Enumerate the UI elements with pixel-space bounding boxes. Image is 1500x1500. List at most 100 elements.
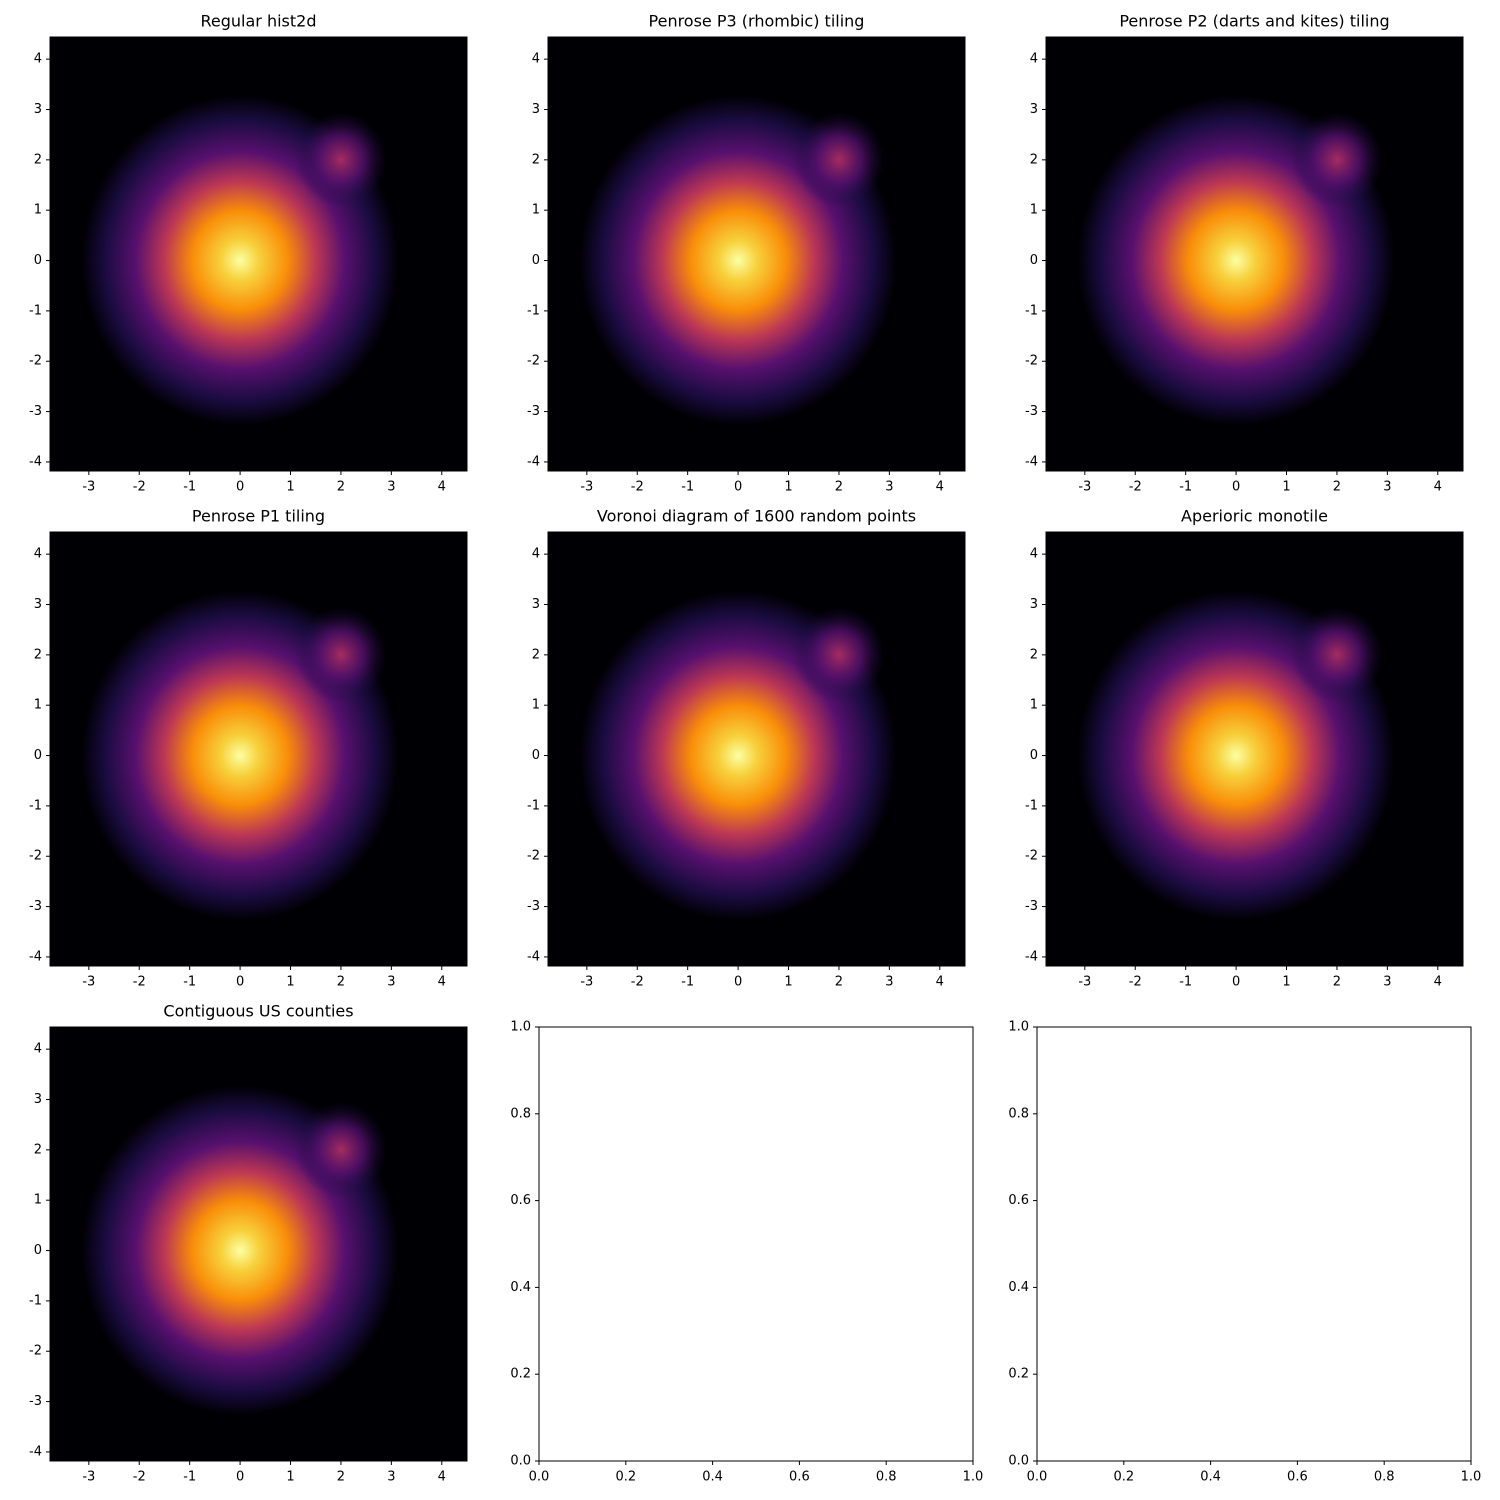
x-tick-label: 0: [236, 1470, 244, 1485]
x-tick-label: 0.6: [789, 1470, 810, 1485]
x-tick-label: 1: [1282, 975, 1290, 990]
chart-title: Contiguous US counties: [163, 1002, 353, 1021]
y-tick-label: -1: [527, 303, 540, 318]
axes-frame: [49, 36, 468, 472]
y-tick-label: 1: [34, 203, 42, 218]
y-tick-label: 3: [34, 597, 42, 612]
x-tick-label: 0.0: [529, 1470, 550, 1485]
y-tick-label: 0.8: [1008, 1106, 1029, 1121]
x-tick-label: 0: [734, 975, 742, 990]
x-tick-label: 2: [337, 480, 345, 495]
x-tick-label: -2: [133, 1470, 146, 1485]
x-tick-label: 4: [1434, 480, 1442, 495]
y-tick-label: 0.6: [1008, 1193, 1029, 1208]
x-tick-label: -3: [82, 1470, 95, 1485]
y-tick-label: 0.2: [510, 1367, 531, 1382]
x-tick-label: 3: [1383, 480, 1391, 495]
x-tick-label: 1: [286, 975, 294, 990]
y-tick-label: 3: [1030, 597, 1038, 612]
chart-title: Regular hist2d: [201, 12, 317, 31]
y-tick-label: 0: [34, 1243, 42, 1258]
y-tick-label: -3: [1025, 404, 1038, 419]
x-tick-label: 3: [885, 975, 893, 990]
y-tick-label: 4: [34, 1042, 42, 1057]
density-secondary: [50, 532, 467, 966]
y-tick-label: -2: [29, 849, 42, 864]
axes-frame: [538, 1026, 974, 1462]
y-tick-label: 1: [34, 698, 42, 713]
x-tick-label: 4: [438, 975, 446, 990]
y-tick-label: 3: [34, 102, 42, 117]
x-tick-label: -2: [631, 480, 644, 495]
axes-frame: [547, 36, 966, 472]
x-tick-label: 2: [835, 480, 843, 495]
x-tick-label: -3: [580, 975, 593, 990]
axes-frame: [49, 1026, 468, 1462]
x-tick-label: 4: [1434, 975, 1442, 990]
y-tick-label: 2: [1030, 647, 1038, 662]
y-tick-label: -3: [29, 899, 42, 914]
x-tick-label: 3: [1383, 975, 1391, 990]
x-tick-label: -1: [1179, 975, 1192, 990]
x-tick-label: 4: [936, 480, 944, 495]
x-tick-label: -2: [133, 975, 146, 990]
x-tick-label: 0.6: [1287, 1470, 1308, 1485]
y-tick-label: -3: [1025, 899, 1038, 914]
x-tick-label: -2: [1129, 975, 1142, 990]
x-tick-label: 4: [936, 975, 944, 990]
axes-frame: [1045, 36, 1464, 472]
x-tick-label: 1: [286, 480, 294, 495]
y-tick-label: 2: [34, 647, 42, 662]
y-tick-label: 1: [34, 1193, 42, 1208]
y-tick-label: 1: [532, 698, 540, 713]
x-tick-label: -3: [1078, 480, 1091, 495]
y-tick-label: 0: [34, 748, 42, 763]
axes-frame: [49, 531, 468, 967]
y-tick-label: 0.8: [510, 1106, 531, 1121]
y-tick-label: -2: [1025, 354, 1038, 369]
x-tick-label: -3: [580, 480, 593, 495]
x-tick-label: -3: [82, 480, 95, 495]
y-tick-label: -3: [29, 404, 42, 419]
x-tick-label: -1: [183, 1470, 196, 1485]
x-tick-label: 0.8: [1374, 1470, 1395, 1485]
x-tick-label: 0.2: [615, 1470, 636, 1485]
x-tick-label: -1: [1179, 480, 1192, 495]
x-tick-label: 1: [286, 1470, 294, 1485]
y-tick-label: -2: [29, 1344, 42, 1359]
chart-title: Penrose P1 tiling: [192, 507, 325, 526]
x-tick-label: -1: [183, 975, 196, 990]
y-tick-label: 0: [532, 253, 540, 268]
x-tick-label: -1: [681, 975, 694, 990]
y-tick-label: -2: [1025, 849, 1038, 864]
y-tick-label: -3: [527, 899, 540, 914]
x-tick-label: -3: [1078, 975, 1091, 990]
y-tick-label: 4: [34, 52, 42, 67]
x-tick-label: 2: [1333, 480, 1341, 495]
x-tick-label: 1: [1282, 480, 1290, 495]
y-tick-label: 1.0: [1008, 1020, 1029, 1035]
axes-frame: [547, 531, 966, 967]
y-tick-label: -4: [527, 949, 540, 964]
chart-title: Penrose P2 (darts and kites) tiling: [1119, 12, 1389, 31]
y-tick-label: 2: [532, 647, 540, 662]
x-tick-label: -3: [82, 975, 95, 990]
y-tick-label: -1: [1025, 798, 1038, 813]
y-tick-label: 3: [1030, 102, 1038, 117]
y-tick-label: 1: [532, 203, 540, 218]
y-tick-label: 1.0: [510, 1020, 531, 1035]
y-tick-label: 0: [34, 253, 42, 268]
y-tick-label: -2: [527, 354, 540, 369]
y-tick-label: -2: [527, 849, 540, 864]
y-tick-label: 2: [34, 1142, 42, 1157]
y-tick-label: 0.2: [1008, 1367, 1029, 1382]
y-tick-label: 0.0: [510, 1454, 531, 1469]
axes-frame: [1036, 1026, 1472, 1462]
x-tick-label: 2: [337, 1470, 345, 1485]
x-tick-label: 0.4: [1200, 1470, 1221, 1485]
x-tick-label: 0.4: [702, 1470, 723, 1485]
y-tick-label: -1: [29, 1293, 42, 1308]
y-tick-label: 0.4: [510, 1280, 531, 1295]
